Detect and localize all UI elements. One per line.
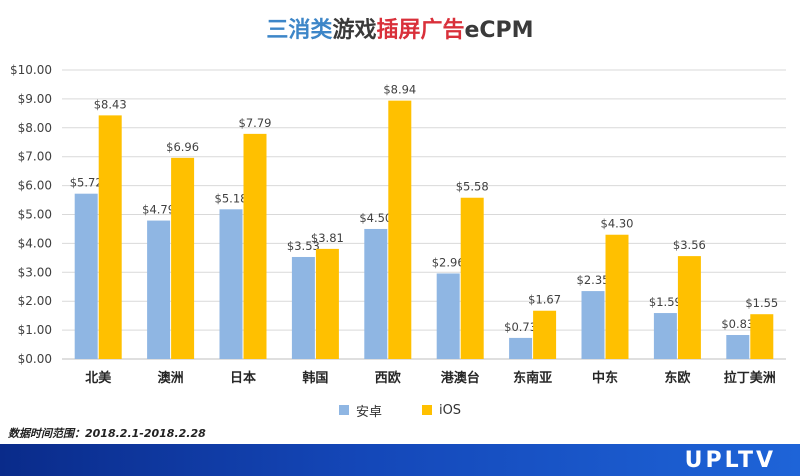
legend-swatch-android [338, 405, 349, 415]
x-tick-label: 西欧 [375, 370, 401, 386]
bar-android [364, 228, 388, 359]
data-label: $4.79 [142, 203, 175, 217]
data-label: $6.96 [166, 140, 199, 154]
data-label: $1.67 [528, 293, 561, 307]
x-tick-label: 东欧 [664, 370, 690, 386]
y-tick-label: $2.00 [18, 294, 52, 308]
title-part-2: 游戏 [332, 18, 377, 43]
data-label: $8.94 [383, 83, 416, 97]
y-tick-label: $1.00 [18, 323, 52, 337]
data-label: $0.83 [721, 317, 754, 331]
x-tick-label: 东南亚 [513, 370, 552, 386]
data-label: $7.79 [239, 116, 272, 130]
x-tick-label: 港澳台 [441, 370, 480, 386]
data-label: $4.30 [601, 217, 634, 231]
footer-bar: UPLTV [0, 444, 800, 476]
bar-ios [171, 157, 195, 359]
data-label: $4.50 [359, 211, 392, 225]
bar-android [509, 337, 533, 359]
bar-android [291, 256, 315, 359]
data-label: $2.96 [432, 255, 465, 269]
y-tick-label: $7.00 [18, 150, 52, 164]
data-label: $5.18 [215, 191, 248, 205]
data-label: $3.81 [311, 231, 344, 245]
x-tick-label: 拉丁美洲 [724, 370, 776, 386]
data-label: $0.73 [504, 320, 537, 334]
x-tick-label: 中东 [592, 370, 618, 386]
legend-item-ios: iOS [421, 402, 462, 418]
brand-logo: UPLTV [684, 448, 776, 473]
data-label: $5.72 [70, 176, 103, 190]
legend-label-ios: iOS [438, 402, 462, 418]
y-tick-label: $8.00 [18, 121, 52, 135]
bar-ios [460, 197, 484, 359]
data-label: $3.53 [287, 239, 320, 253]
bar-android [74, 193, 98, 359]
chart-legend: 安卓 iOS [0, 399, 800, 421]
data-label: $8.43 [94, 97, 127, 111]
x-tick-label: 韩国 [302, 370, 328, 386]
date-range-note: 数据时间范围：2018.2.1-2018.2.28 [8, 427, 206, 440]
bar-ios [533, 310, 557, 359]
bar-android [436, 273, 460, 359]
bar-android [219, 209, 243, 359]
y-tick-label: $4.00 [18, 236, 52, 250]
data-label: $1.55 [745, 296, 778, 310]
bar-android [147, 220, 171, 359]
bar-ios [750, 314, 774, 359]
title-part-4: eCPM [464, 18, 534, 43]
bar-ios [315, 248, 339, 359]
y-tick-label: $9.00 [18, 92, 52, 106]
y-tick-label: $10.00 [10, 63, 52, 77]
bar-ios [98, 115, 122, 359]
y-tick-label: $0.00 [18, 352, 52, 366]
title-part-3: 插屏广告 [376, 18, 465, 43]
bar-android [726, 335, 750, 359]
bar-ios [605, 234, 629, 359]
title-part-1: 三消类 [266, 18, 333, 43]
bar-android [581, 291, 605, 359]
data-label: $5.58 [456, 180, 489, 194]
bar-ios [243, 133, 267, 359]
y-tick-label: $3.00 [18, 265, 52, 279]
legend-label-android: 安卓 [355, 404, 382, 420]
y-tick-label: $6.00 [18, 179, 52, 193]
legend-item-android: 安卓 [338, 401, 382, 420]
chart-title: 三消类游戏插屏广告eCPM [0, 12, 800, 44]
y-tick-label: $5.00 [18, 208, 52, 222]
data-label: $3.56 [673, 238, 706, 252]
data-label: $2.35 [577, 273, 610, 287]
x-tick-label: 日本 [230, 370, 256, 386]
x-tick-label: 北美 [85, 370, 112, 386]
bar-android [653, 313, 677, 359]
bar-chart: $0.00 $1.00 $2.00 $3.00 $4.00 $5.00 $6.00 $7.00… [10, 63, 786, 386]
x-tick-label: 澳洲 [158, 370, 184, 386]
bar-ios [388, 100, 412, 359]
data-label: $1.59 [649, 295, 682, 309]
bar-ios [677, 256, 701, 359]
legend-swatch-ios [421, 405, 432, 415]
